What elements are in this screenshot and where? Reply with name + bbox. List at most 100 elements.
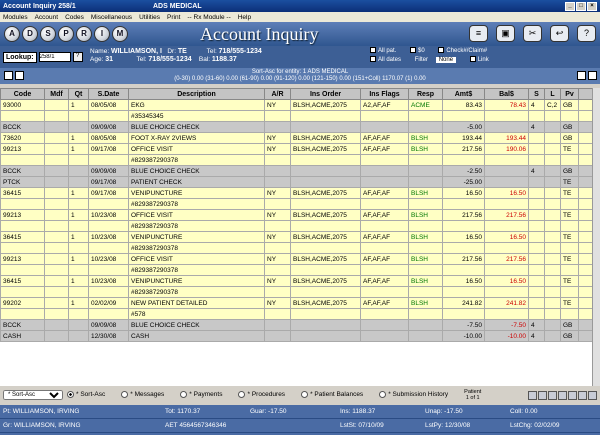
table-row[interactable]: 36415 1 10/23/08 VENIPUNCTURE NY BLSH,ACME,20…: [0, 231, 593, 243]
column-header[interactable]: Amt$: [442, 88, 485, 100]
table-row[interactable]: 36415 1 10/23/08 VENIPUNCTURE NY BLSH,ACME,20…: [0, 275, 593, 287]
next-icon[interactable]: [548, 390, 557, 400]
module-m-button[interactable]: M: [112, 26, 128, 42]
column-header[interactable]: Ins Order: [290, 88, 361, 100]
column-header[interactable]: A/R: [264, 88, 291, 100]
module-d-button[interactable]: D: [22, 26, 38, 42]
filter-select[interactable]: None: [435, 57, 457, 63]
table-row[interactable]: #829387290378: [0, 220, 593, 232]
column-header[interactable]: Pv: [560, 88, 579, 100]
help-icon[interactable]: ?: [577, 25, 596, 42]
column-header[interactable]: Mdf: [44, 88, 69, 100]
print-icon[interactable]: [568, 390, 577, 400]
menu-account[interactable]: Account: [34, 13, 59, 21]
table-row[interactable]: 99213 1 10/23/08 OFFICE VISIT NY BLSH,ACME,20…: [0, 253, 593, 265]
link-checkbox[interactable]: [469, 56, 476, 63]
maximize-button[interactable]: □: [576, 1, 586, 11]
column-header[interactable]: Bal$: [484, 88, 529, 100]
zero-checkbox[interactable]: [410, 47, 417, 54]
radio-messages[interactable]: [121, 391, 129, 399]
window-icon[interactable]: ▣: [496, 25, 515, 42]
column-header[interactable]: Code: [0, 88, 45, 100]
close-button[interactable]: ×: [587, 1, 597, 11]
table-row[interactable]: BCCK 09/09/08 BLUE CHOICE CHECK -7.50 -7.50 4…: [0, 319, 593, 331]
folder-icon[interactable]: [577, 71, 586, 80]
radio-patient-balances[interactable]: [301, 391, 309, 399]
menu-miscellaneous[interactable]: Miscellaneous: [90, 13, 133, 21]
menu-codes[interactable]: Codes: [65, 13, 84, 21]
radio-payments[interactable]: [180, 391, 188, 399]
table-cell: [44, 165, 69, 177]
column-header[interactable]: Resp: [408, 88, 443, 100]
menu-help[interactable]: Help: [237, 13, 252, 21]
table-row[interactable]: #35345345: [0, 110, 593, 122]
table-row[interactable]: 36415 1 09/17/08 VENIPUNCTURE NY BLSH,ACME,20…: [0, 187, 593, 199]
tab-procedures[interactable]: * Procedures: [247, 391, 286, 399]
radio-procedures[interactable]: [238, 391, 246, 399]
table-row[interactable]: CASH 12/30/08 CASH -10.00 -10.00 4 GB: [0, 330, 593, 342]
column-header[interactable]: S.Date: [88, 88, 129, 100]
back-icon[interactable]: ↩: [550, 25, 569, 42]
table-row[interactable]: 93000 1 08/05/08 EKG NY BLSH,ACME,2075 A2,AF,A…: [0, 99, 593, 111]
table-cell: [264, 198, 291, 210]
tab-messages[interactable]: * Messages: [130, 391, 165, 399]
table-row[interactable]: #829387290378: [0, 154, 593, 166]
module-s-button[interactable]: S: [40, 26, 56, 42]
table-row[interactable]: #829387290378: [0, 198, 593, 210]
sort-select[interactable]: * Sort-Asc: [3, 390, 63, 400]
all-pat-checkbox[interactable]: [370, 47, 376, 54]
tools-icon[interactable]: ✂: [523, 25, 542, 42]
table-cell: AF,AF,AF: [360, 275, 409, 287]
prev-icon[interactable]: [538, 390, 547, 400]
table-cell: 12/30/08: [88, 330, 129, 342]
tab-patient-balances[interactable]: * Patient Balances: [310, 391, 364, 399]
column-header[interactable]: Description: [128, 88, 265, 100]
last-icon[interactable]: [558, 390, 567, 400]
binoculars-icon[interactable]: [4, 71, 13, 80]
radio-sort-asc[interactable]: [67, 391, 74, 399]
tab-sort-asc[interactable]: * Sort-Asc: [76, 391, 106, 399]
table-cell: BLSH,ACME,2075: [290, 99, 361, 111]
vertical-scrollbar[interactable]: [592, 88, 600, 386]
tab-payments[interactable]: * Payments: [189, 391, 223, 399]
table-row[interactable]: #829387290378: [0, 264, 593, 276]
table-row[interactable]: 99213 1 10/23/08 OFFICE VISIT NY BLSH,ACME,20…: [0, 209, 593, 221]
table-row[interactable]: #578: [0, 308, 593, 320]
all-dates-checkbox[interactable]: [370, 56, 376, 63]
radio-submission-history[interactable]: [379, 391, 387, 399]
settings-icon[interactable]: [588, 71, 597, 80]
table-cell: [484, 165, 529, 177]
table-row[interactable]: #829387290378: [0, 286, 593, 298]
menu-modules[interactable]: Modules: [3, 13, 28, 21]
column-header[interactable]: Ins Flags: [360, 88, 409, 100]
menu-utilities[interactable]: Utilities: [139, 13, 161, 21]
list-icon[interactable]: ≡: [469, 25, 488, 42]
status-bar: Pt: WILLIAMSON, IRVING Tot: 1170.37 Guar…: [0, 405, 600, 435]
column-header[interactable]: [578, 88, 593, 100]
export-icon[interactable]: [15, 71, 24, 80]
menu-rx-module[interactable]: -- Rx Module --: [187, 13, 231, 21]
module-a-button[interactable]: A: [4, 26, 20, 42]
refresh-icon[interactable]: [578, 390, 587, 400]
edit-icon[interactable]: [588, 390, 597, 400]
module-p-button[interactable]: P: [58, 26, 74, 42]
table-row[interactable]: 73620 1 08/05/08 FOOT X-RAY 2VIEWS NY BLSH,AC…: [0, 132, 593, 144]
lookup-input[interactable]: [38, 52, 71, 62]
lookup-help-button[interactable]: ?: [72, 52, 83, 62]
table-row[interactable]: 99213 1 09/17/08 OFFICE VISIT NY BLSH,ACME,20…: [0, 143, 593, 155]
table-row[interactable]: PTCK 09/17/08 PATIENT CHECK -25.00 TE: [0, 176, 593, 188]
first-icon[interactable]: [528, 390, 537, 400]
column-header[interactable]: Qt: [68, 88, 89, 100]
menu-print[interactable]: Print: [167, 13, 181, 21]
table-row[interactable]: 99202 1 02/02/09 NEW PATIENT DETAILED NY BLSH…: [0, 297, 593, 309]
minimize-button[interactable]: _: [565, 1, 575, 11]
module-i-button[interactable]: I: [94, 26, 110, 42]
tab-submission-history[interactable]: * Submission History: [388, 391, 449, 399]
table-row[interactable]: BCCK 09/09/08 BLUE CHOICE CHECK -2.50 4 GB: [0, 165, 593, 177]
column-header[interactable]: L: [544, 88, 561, 100]
table-row[interactable]: #829387290378: [0, 242, 593, 254]
table-row[interactable]: BCCK 09/09/08 BLUE CHOICE CHECK -5.00 4 GB: [0, 121, 593, 133]
column-header[interactable]: S: [528, 88, 545, 100]
module-r-button[interactable]: R: [76, 26, 92, 42]
check-claim-checkbox[interactable]: [438, 47, 445, 54]
